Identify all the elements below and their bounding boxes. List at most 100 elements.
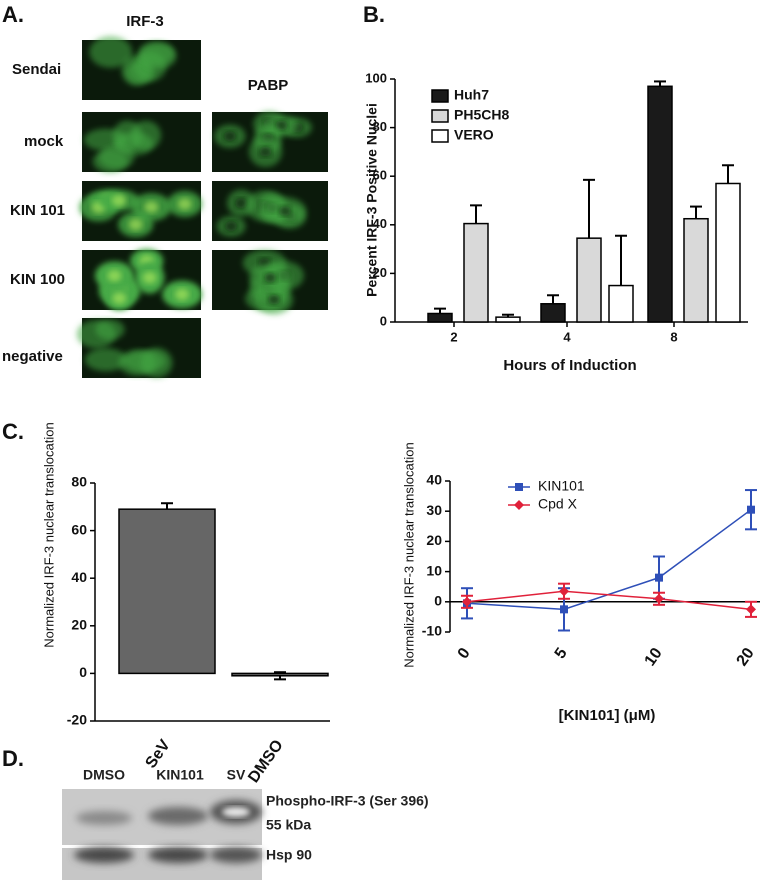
row-label: KIN 101 [10, 202, 65, 219]
micrograph [82, 112, 201, 173]
bar [495, 316, 521, 323]
row-label: negative [2, 348, 63, 365]
y-tick-label: -20 [67, 712, 87, 728]
lane-label: KIN101 [156, 767, 204, 783]
nucleus [223, 131, 236, 142]
y-axis-title: Normalized IRF-3 nuclear translocation [41, 422, 56, 647]
nucleus [275, 120, 288, 131]
micrograph [212, 181, 328, 241]
x-tick-label: 2 [450, 329, 457, 344]
column-header: PABP [248, 77, 289, 94]
y-tick-label: 20 [71, 617, 87, 633]
y-tick-label: 100 [365, 70, 387, 85]
error-bar [722, 164, 734, 184]
x-tick-label: 0 [455, 645, 474, 662]
x-axis-title: Hours of Induction [503, 357, 636, 374]
bar [608, 284, 634, 323]
bar [576, 237, 602, 323]
micrograph [82, 36, 201, 100]
bar [118, 508, 216, 675]
bar [647, 85, 673, 323]
error-bar [470, 204, 482, 224]
series-line [466, 590, 752, 611]
micrograph [212, 111, 328, 172]
nucleus [144, 201, 159, 214]
error-bar [434, 307, 446, 314]
legend-marker [514, 500, 524, 510]
bar [427, 312, 453, 323]
y-tick-label: 0 [434, 593, 442, 609]
legend-label: Huh7 [454, 87, 489, 103]
x-axis-title: [KIN101] (μM) [559, 707, 656, 724]
nucleus [175, 288, 190, 301]
error-bar [583, 178, 595, 239]
panel-label: D. [2, 746, 24, 771]
bar [683, 217, 709, 323]
micrograph [82, 248, 203, 311]
x-tick-label: 4 [563, 329, 571, 344]
marker [560, 605, 568, 614]
legend-label: KIN101 [538, 478, 585, 494]
band-label: Phospho-IRF-3 (Ser 396) [266, 793, 429, 809]
column-header: IRF-3 [126, 13, 164, 30]
x-tick-label: 20 [734, 645, 758, 669]
nucleus [128, 218, 143, 231]
panel-label: C. [2, 419, 24, 444]
error-bar [547, 294, 559, 304]
marker [746, 604, 756, 615]
series-line [466, 509, 752, 611]
y-tick-label: 40 [426, 472, 442, 488]
legend-swatch [431, 109, 449, 123]
legend-label: VERO [454, 127, 494, 143]
bar [463, 222, 489, 323]
row-label: mock [24, 133, 64, 150]
y-tick-label: 40 [71, 569, 87, 585]
y-tick-label: -10 [422, 623, 442, 639]
nucleus [225, 221, 238, 232]
y-tick-label: 80 [71, 474, 87, 490]
y-tick-label: 10 [426, 562, 442, 578]
cell [112, 120, 143, 152]
y-tick-label: 60 [71, 521, 87, 537]
panel-label: B. [363, 2, 385, 27]
x-tick-label: DMSO [245, 737, 286, 786]
marker [654, 593, 664, 604]
nucleus [278, 205, 291, 216]
error-bar [654, 80, 666, 87]
legend-swatch [431, 129, 449, 143]
nucleus [112, 292, 127, 305]
nucleus [268, 294, 281, 305]
y-axis-title: Normalized IRF-3 nuclear translocation [401, 442, 416, 667]
nucleus [235, 198, 248, 209]
x-tick-label: 10 [642, 645, 666, 669]
marker [747, 505, 755, 514]
band-label: Hsp 90 [266, 847, 312, 863]
error-bar [615, 234, 627, 286]
y-tick-label: 0 [380, 313, 387, 328]
micrograph [76, 318, 201, 378]
error-bar [690, 205, 702, 219]
micrographs [76, 36, 328, 378]
x-tick-label: 5 [552, 645, 571, 662]
row-label: KIN 100 [10, 271, 65, 288]
y-tick-label: 80 [373, 119, 387, 134]
y-tick-label: 30 [426, 502, 442, 518]
y-tick-label: 0 [79, 664, 87, 680]
cell [95, 319, 125, 340]
cell [84, 348, 128, 372]
row-label: Sendai [12, 61, 61, 78]
y-tick-label: 40 [373, 216, 387, 231]
bar [231, 672, 329, 677]
y-axis-title: Percent IRF-3 Positive Nuclei [364, 103, 380, 297]
cell [139, 43, 177, 70]
nucleus [259, 146, 272, 157]
nucleus [107, 269, 122, 282]
marker [559, 586, 569, 597]
legend-swatch [431, 89, 449, 103]
panel-label: A. [2, 2, 24, 27]
nucleus [112, 194, 127, 207]
micrograph [212, 249, 328, 315]
x-tick-label: 8 [670, 329, 677, 344]
nucleus [142, 271, 157, 284]
